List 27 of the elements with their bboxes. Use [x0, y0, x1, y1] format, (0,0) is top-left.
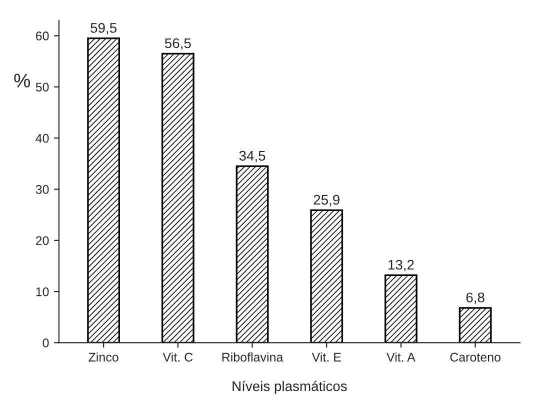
bar: [310, 209, 344, 343]
data-label: 34,5: [239, 150, 266, 162]
data-label: 56,5: [164, 38, 191, 50]
y-tick-label: 30: [36, 185, 49, 194]
y-tick-label: 0: [42, 338, 49, 348]
data-label: 25,9: [314, 194, 340, 206]
bar: [236, 165, 269, 343]
y-tick-label: 60: [36, 32, 49, 40]
data-label: 6,8: [466, 292, 484, 304]
x-axis-title: Níveis plasmáticos: [232, 380, 347, 394]
y-tick-label: 10: [36, 287, 49, 296]
x-tick-label: Riboflavina: [222, 352, 284, 362]
bar: [87, 37, 120, 343]
x-tick-label: Vit. E: [312, 352, 341, 362]
y-tick-label: 50: [36, 82, 49, 92]
x-tick-label: Vit. A: [386, 352, 416, 362]
x-tick-label: Caroteno: [450, 352, 500, 362]
data-label: 13,2: [388, 260, 414, 272]
bar: [384, 274, 418, 343]
data-label: 59,5: [90, 22, 117, 34]
y-axis-title: %: [14, 74, 30, 88]
y-tick-label: 40: [36, 134, 49, 143]
x-tick-label: Zinco: [88, 352, 118, 362]
bar: [161, 52, 194, 343]
bar: [458, 307, 492, 343]
x-tick-label: Vit. C: [162, 352, 193, 362]
y-tick-label: 20: [36, 236, 49, 246]
